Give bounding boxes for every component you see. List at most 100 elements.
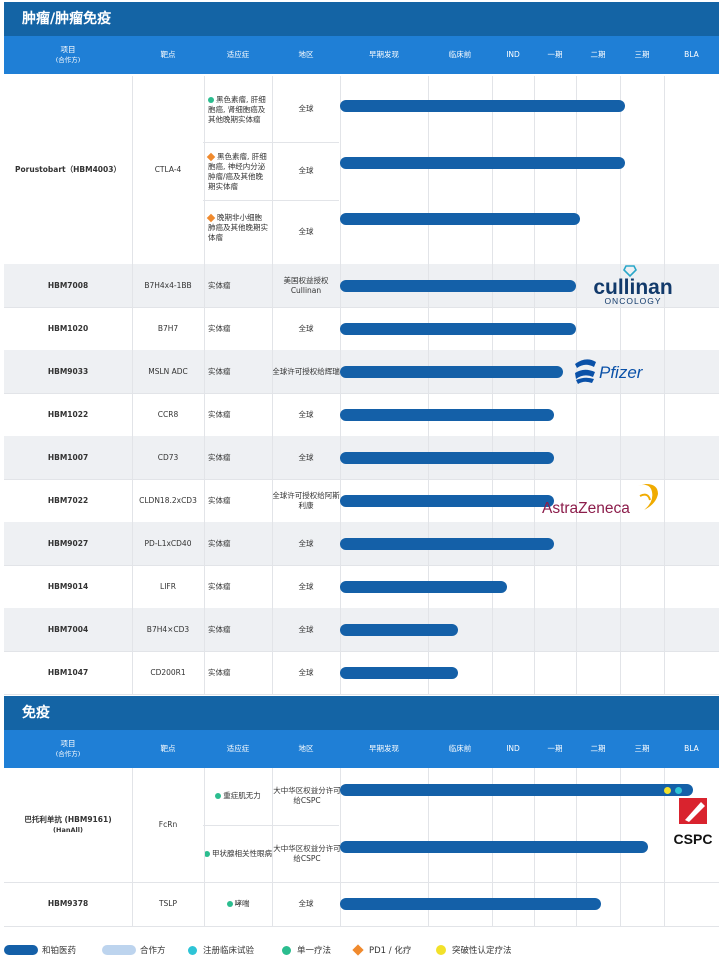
header-stage-ind: IND bbox=[506, 744, 520, 753]
header-stage-phase3: 三期 bbox=[634, 50, 650, 59]
mono-dot-icon bbox=[208, 97, 214, 103]
indication: 实体瘤 bbox=[208, 366, 231, 376]
target: PD-L1xCD40 bbox=[144, 538, 192, 548]
table-row: HBM1047 CD200R1 实体瘤 全球 bbox=[4, 651, 719, 694]
project-name: Porustobart（HBM4003） bbox=[15, 165, 121, 174]
cullinan-logo: cullinan ONCOLOGY bbox=[588, 264, 678, 306]
svg-text:cullinan: cullinan bbox=[593, 276, 672, 299]
pd1-diamond-icon bbox=[206, 213, 216, 223]
project-name: HBM9378 bbox=[47, 899, 89, 908]
header-stage-phase1: 一期 bbox=[547, 50, 563, 59]
indication: 实体瘤 bbox=[208, 581, 231, 591]
header-stage-bla: BLA bbox=[684, 744, 699, 753]
breakthrough-dot-icon bbox=[664, 787, 671, 794]
mono-dot-icon bbox=[204, 851, 210, 857]
grid-line bbox=[534, 76, 535, 694]
grid-line bbox=[204, 768, 205, 926]
region: 美国权益授权Cullinan bbox=[283, 275, 329, 295]
svg-text:ONCOLOGY: ONCOLOGY bbox=[604, 296, 661, 306]
header-stage-bla: BLA bbox=[684, 50, 699, 59]
grid-line bbox=[272, 76, 273, 694]
mono-dot-icon bbox=[215, 793, 222, 799]
divider bbox=[203, 142, 339, 143]
progress-bar bbox=[340, 581, 507, 593]
registered-dot-icon bbox=[188, 945, 197, 955]
divider bbox=[4, 565, 719, 566]
project-name: HBM9014 bbox=[47, 581, 89, 591]
region-2: 大中华区权益分许可给CSPC bbox=[273, 844, 341, 863]
own-swatch-icon bbox=[4, 945, 38, 955]
indication: 实体瘤 bbox=[208, 280, 231, 290]
target: B7H4×CD3 bbox=[146, 624, 190, 634]
table-row: HBM7022 CLDN18.2xCD3 实体瘤 全球许可授权给阿斯利康 bbox=[4, 479, 719, 522]
mono-dot-icon bbox=[226, 901, 233, 907]
divider bbox=[4, 651, 719, 652]
progress-bar bbox=[340, 100, 625, 112]
table-header-immunology: 项目 (合作方) 靶点 适应症 地区 早期发现 临床前 IND 一期 二期 三期 … bbox=[4, 730, 719, 768]
project-name: HBM1007 bbox=[47, 452, 89, 462]
region: 全球 bbox=[298, 667, 314, 677]
project-name: 巴托利单抗 (HBM9161) (HanAll) bbox=[24, 815, 112, 834]
divider bbox=[4, 694, 719, 695]
divider bbox=[203, 200, 339, 201]
indication: 实体瘤 bbox=[208, 323, 231, 333]
progress-bar bbox=[340, 280, 576, 292]
indication-1: 重症肌无力 bbox=[204, 768, 272, 824]
table-row: HBM1020 B7H7 实体瘤 全球 bbox=[4, 307, 719, 350]
grid-line bbox=[204, 76, 205, 694]
header-target: 靶点 bbox=[160, 744, 176, 753]
grid-line bbox=[428, 76, 429, 694]
legend-item-partner: 合作方 bbox=[102, 944, 166, 956]
region: 全球许可授权给辉瑞 bbox=[272, 366, 340, 376]
progress-bar bbox=[340, 624, 458, 636]
section-title-oncology: 肿瘤/肿瘤免疫 bbox=[4, 2, 719, 36]
header-stage-discovery: 早期发现 bbox=[369, 50, 399, 59]
pfizer-logo: Pfizer bbox=[572, 356, 648, 386]
project-name: HBM1020 bbox=[47, 323, 89, 333]
progress-bar bbox=[340, 213, 580, 225]
table-row: HBM9378 TSLP 哮喘 全球 bbox=[4, 882, 719, 926]
project-name: HBM9027 bbox=[47, 538, 89, 548]
header-indication: 适应症 bbox=[226, 744, 250, 753]
region: 全球 bbox=[298, 899, 314, 908]
astrazeneca-logo: AstraZeneca bbox=[540, 482, 662, 517]
grid-line bbox=[664, 768, 665, 926]
grid-line bbox=[492, 76, 493, 694]
indication: 哮喘 bbox=[204, 882, 272, 926]
target: B7H7 bbox=[157, 323, 179, 333]
grid-line bbox=[664, 76, 665, 694]
pd1-diamond-icon bbox=[206, 152, 216, 162]
header-stage-phase2: 二期 bbox=[590, 744, 606, 753]
indication-2: 甲状腺相关性眼病 bbox=[204, 826, 272, 882]
project-name: HBM9033 bbox=[47, 366, 89, 376]
target: CLDN18.2xCD3 bbox=[139, 495, 197, 505]
header-indication: 适应症 bbox=[226, 50, 250, 59]
progress-bar bbox=[340, 157, 625, 169]
legend-item-registered: 注册临床试验 bbox=[188, 944, 254, 956]
target: FcRn bbox=[158, 820, 178, 829]
progress-bar bbox=[340, 898, 601, 910]
target: CCR8 bbox=[157, 409, 179, 419]
divider bbox=[4, 307, 719, 308]
region: 全球 bbox=[298, 624, 314, 634]
header-project: 项目 (合作方) bbox=[55, 45, 81, 64]
project-name: HBM7008 bbox=[47, 280, 89, 290]
header-stage-discovery: 早期发现 bbox=[369, 744, 399, 753]
divider bbox=[4, 393, 719, 394]
region: 全球许可授权给阿斯利康 bbox=[272, 490, 340, 510]
header-stage-preclinical: 临床前 bbox=[448, 744, 472, 753]
registered-trial-dot-icon bbox=[675, 787, 682, 794]
legend-item-pd1: PD1 / 化疗 bbox=[352, 944, 411, 956]
project-name: HBM7004 bbox=[47, 624, 89, 634]
indication: 实体瘤 bbox=[208, 409, 231, 419]
indication-1: 黑色素瘤, 肝细胞癌, 肾细胞癌及其他晚期实体瘤 bbox=[208, 95, 266, 124]
region-1: 全球 bbox=[298, 104, 314, 113]
header-stage-phase1: 一期 bbox=[547, 744, 563, 753]
grid-line bbox=[132, 76, 133, 694]
grid-line bbox=[576, 76, 577, 694]
header-stage-phase2: 二期 bbox=[590, 50, 606, 59]
header-stage-phase3: 三期 bbox=[634, 744, 650, 753]
indication: 实体瘤 bbox=[208, 624, 231, 634]
table-header-oncology: 项目 (合作方) 靶点 适应症 地区 早期发现 临床前 IND 一期 二期 三期 … bbox=[4, 36, 719, 74]
project-name: HBM7022 bbox=[47, 495, 89, 505]
